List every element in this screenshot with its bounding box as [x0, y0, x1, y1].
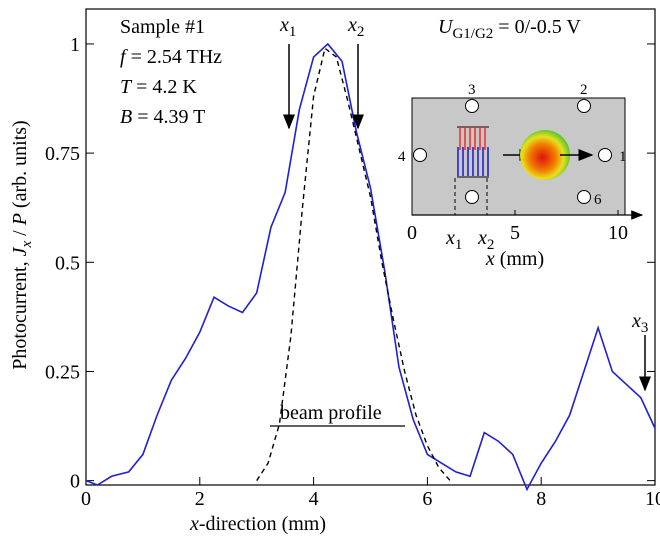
- text-part: x: [631, 310, 641, 332]
- series-line: [85, 42, 656, 492]
- inset-tick-label: 5: [510, 222, 520, 244]
- annotation: Sample #1: [120, 16, 205, 38]
- annotation: UG1/G2 = 0/-0.5 V: [438, 16, 581, 42]
- text-part: (mm): [495, 248, 544, 270]
- annotation: x1: [279, 14, 296, 40]
- y-tick-label: 0: [70, 471, 80, 493]
- text-part: (arb. units): [9, 120, 31, 213]
- text-part: x: [445, 227, 455, 249]
- beam-spot: [520, 130, 570, 180]
- x-tick-label: 0: [81, 488, 91, 510]
- x-tick-label: 10: [645, 488, 660, 510]
- text-part: x: [477, 227, 487, 249]
- inset-axis-title: x (mm): [485, 248, 544, 270]
- x-tick-label: 8: [536, 488, 546, 510]
- inset-marker: x1: [445, 227, 462, 253]
- text-part: T: [120, 76, 133, 98]
- annotation: T = 4.2 K: [120, 76, 197, 98]
- y-tick-label: 0.75: [45, 143, 80, 165]
- inset: 1 2 3 4 6 x1 x2 x (mm): [398, 82, 644, 270]
- contact-label: 1: [619, 149, 627, 165]
- inset-marker: x2: [477, 227, 494, 253]
- text-part: P: [9, 213, 31, 226]
- text-part: x: [19, 241, 35, 249]
- text-part: Sample #1: [120, 16, 205, 38]
- text-part: x: [279, 14, 289, 36]
- text-part: = 4.39 T: [132, 106, 205, 128]
- inset-tick-label: 0: [407, 222, 417, 244]
- text-part: x: [485, 248, 495, 270]
- text-part: J: [9, 246, 31, 256]
- annotation: f = 2.54 THz: [120, 46, 222, 68]
- annotation: x3: [631, 310, 648, 336]
- x-tick-label: 2: [195, 488, 205, 510]
- text-part: beam profile: [280, 402, 382, 424]
- x-tick-label: 6: [422, 488, 432, 510]
- text-part: x: [189, 513, 199, 535]
- text-part: U: [438, 16, 454, 38]
- y-axis-title: Photocurrent, Jx / P (arb. units): [9, 120, 35, 369]
- x-tick-label: 4: [309, 488, 319, 510]
- y-tick-label: 0.25: [45, 361, 80, 383]
- text-part: /: [9, 225, 31, 241]
- contact-label: 6: [594, 192, 602, 208]
- text-part: f: [120, 46, 128, 68]
- inset-tick-label: 10: [608, 222, 628, 244]
- text-part: Photocurrent,: [9, 256, 31, 369]
- text-part: 1: [455, 237, 463, 253]
- plot-frame: [85, 8, 656, 486]
- text-part: 2: [487, 237, 495, 253]
- annotation: x2: [347, 14, 364, 40]
- contact-label: 4: [398, 149, 406, 165]
- contact-label: 3: [468, 82, 476, 98]
- text-part: -direction (mm): [199, 513, 326, 535]
- x-axis-title: x-direction (mm): [189, 513, 326, 535]
- annotation: B = 4.39 T: [120, 106, 205, 128]
- y-tick-label: 1: [70, 34, 80, 56]
- text-part: 2: [357, 24, 365, 40]
- text-part: = 4.2 K: [131, 76, 197, 98]
- y-tick-label: 0.5: [55, 252, 80, 274]
- grating: [457, 126, 489, 178]
- text-part: 3: [641, 320, 649, 336]
- annotation: beam profile: [280, 402, 382, 424]
- contact-label: 2: [580, 82, 588, 98]
- text-part: G1/G2: [452, 26, 493, 42]
- text-part: = 0/-0.5 V: [493, 16, 581, 38]
- text-part: 1: [289, 24, 297, 40]
- contacts: [413, 99, 612, 204]
- text-part: B: [120, 106, 132, 128]
- text-part: x: [347, 14, 357, 36]
- text-part: = 2.54 THz: [126, 46, 223, 68]
